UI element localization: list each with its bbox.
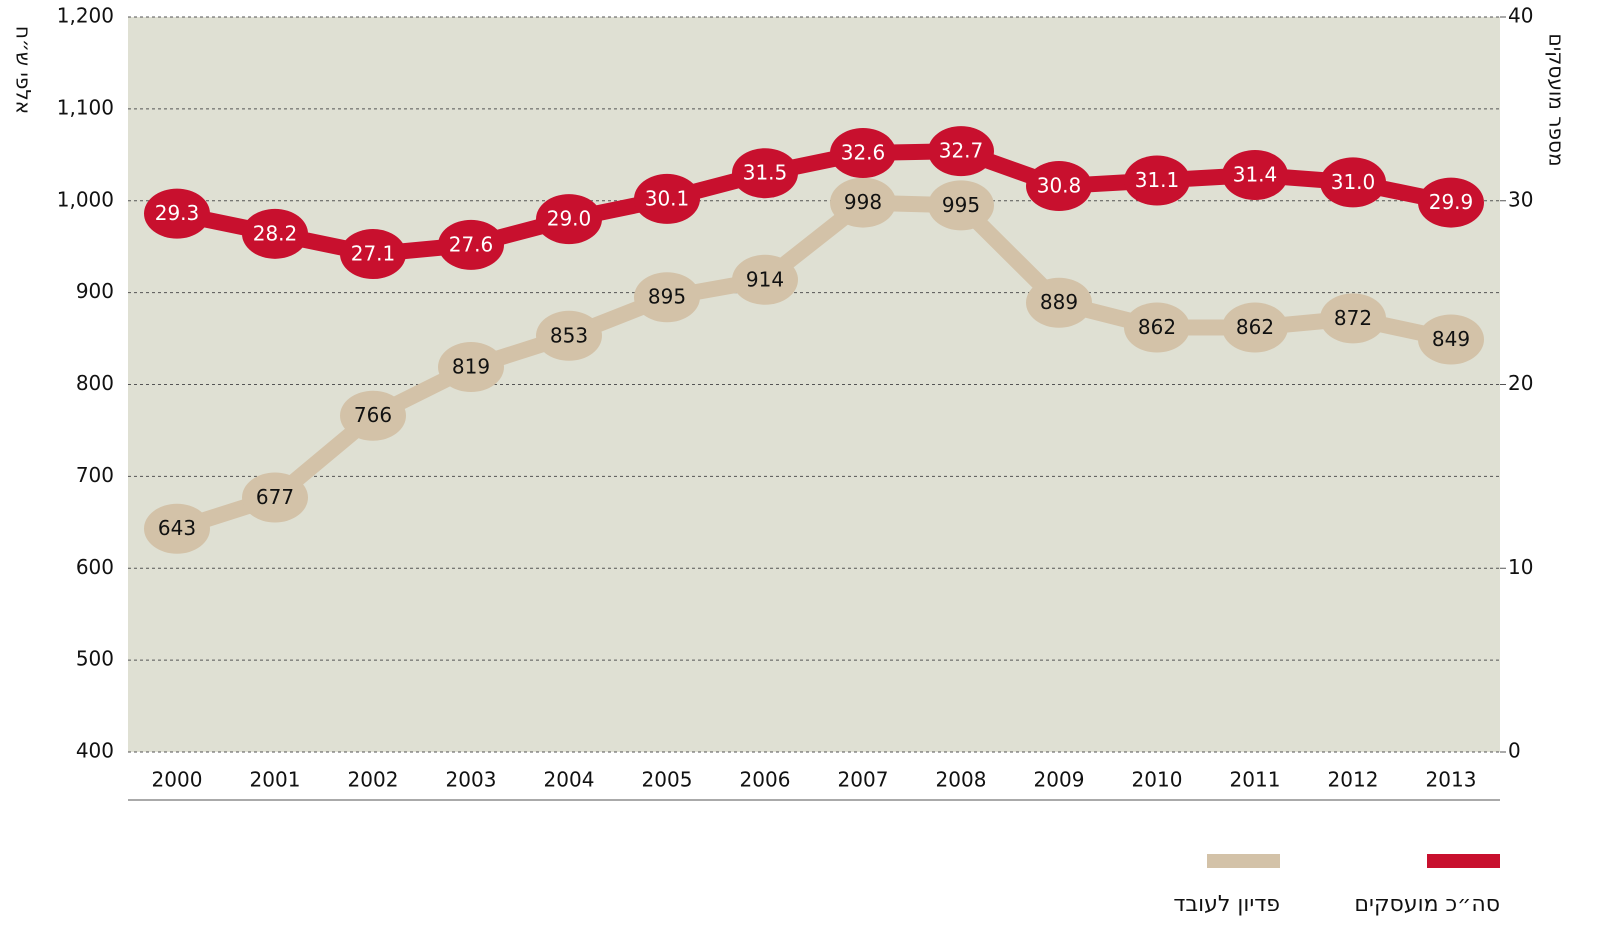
data-label: 31.0 <box>1331 170 1376 194</box>
data-label: 766 <box>354 403 392 427</box>
point <box>1222 302 1288 353</box>
point <box>830 127 896 178</box>
y-tick-label: 1,200 <box>57 4 114 28</box>
y-tick-label: 900 <box>76 279 114 303</box>
x-tick-label: 2010 <box>1132 768 1183 792</box>
point <box>1026 161 1092 212</box>
point <box>340 390 406 441</box>
data-label: 27.1 <box>351 242 396 266</box>
point <box>1418 177 1484 228</box>
x-tick-label: 2005 <box>642 768 693 792</box>
point <box>1222 150 1288 201</box>
data-label: 29.3 <box>155 201 200 225</box>
y-tick-label: 800 <box>76 371 114 395</box>
data-label: 914 <box>746 267 784 291</box>
data-label: 32.6 <box>841 140 886 164</box>
data-label: 872 <box>1334 306 1372 330</box>
data-label: 31.5 <box>743 161 788 185</box>
data-label: 862 <box>1138 315 1176 339</box>
point <box>928 126 994 177</box>
y2-tick-label: 40 <box>1508 4 1533 28</box>
x-tick-label: 2004 <box>544 768 595 792</box>
data-label: 31.1 <box>1135 168 1180 192</box>
data-label: 862 <box>1236 315 1274 339</box>
x-tick-label: 2002 <box>348 768 399 792</box>
point <box>1320 157 1386 208</box>
data-label: 998 <box>844 190 882 214</box>
data-label: 643 <box>158 516 196 540</box>
y2-tick-label: 20 <box>1508 371 1533 395</box>
legend-label: סה״כ מועסקים <box>1354 892 1500 917</box>
y-tick-label: 1,100 <box>57 95 114 119</box>
point <box>536 310 602 361</box>
point <box>634 272 700 323</box>
data-label: 28.2 <box>253 221 298 245</box>
point <box>1418 314 1484 365</box>
data-label: 31.4 <box>1233 163 1278 187</box>
data-label: 29.0 <box>547 207 592 231</box>
point <box>144 503 210 554</box>
data-label: 30.8 <box>1037 174 1082 198</box>
data-label: 27.6 <box>449 232 494 256</box>
y-tick-label: 600 <box>76 555 114 579</box>
point <box>634 173 700 224</box>
point <box>928 180 994 231</box>
point <box>732 148 798 199</box>
point <box>144 188 210 239</box>
point <box>1026 277 1092 328</box>
x-tick-label: 2011 <box>1230 768 1281 792</box>
x-tick-label: 2000 <box>152 768 203 792</box>
x-tick-label: 2003 <box>446 768 497 792</box>
point <box>438 342 504 393</box>
x-tick-label: 2012 <box>1328 768 1379 792</box>
point <box>732 254 798 305</box>
data-label: 677 <box>256 485 294 509</box>
y-axis-title: אלפי ש״ח <box>12 26 36 114</box>
x-tick-label: 2001 <box>250 768 301 792</box>
data-label: 895 <box>648 285 686 309</box>
y-tick-label: 1,000 <box>57 187 114 211</box>
x-tick-label: 2008 <box>936 768 987 792</box>
y-tick-label: 400 <box>76 739 114 763</box>
y-tick-label: 700 <box>76 463 114 487</box>
x-tick-label: 2006 <box>740 768 791 792</box>
point <box>242 472 308 523</box>
data-label: 29.9 <box>1429 190 1474 214</box>
y2-tick-label: 30 <box>1508 187 1533 211</box>
point <box>536 194 602 245</box>
legend-swatch <box>1427 854 1500 868</box>
point <box>438 219 504 270</box>
data-label: 30.1 <box>645 186 690 210</box>
y2-tick-label: 0 <box>1508 739 1521 763</box>
y-tick-label: 500 <box>76 647 114 671</box>
data-label: 849 <box>1432 327 1470 351</box>
data-label: 819 <box>452 355 490 379</box>
x-tick-label: 2009 <box>1034 768 1085 792</box>
x-tick-label: 2013 <box>1426 768 1477 792</box>
legend-swatch <box>1207 854 1280 868</box>
point <box>830 177 896 228</box>
point <box>1124 155 1190 206</box>
data-label: 995 <box>942 193 980 217</box>
y2-tick-label: 10 <box>1508 555 1533 579</box>
point <box>1320 293 1386 344</box>
point <box>1124 302 1190 353</box>
point <box>340 229 406 280</box>
data-label: 32.7 <box>939 139 984 163</box>
data-label: 889 <box>1040 290 1078 314</box>
y2-axis-title: מספר מועסקים <box>1545 33 1569 166</box>
data-label: 853 <box>550 323 588 347</box>
x-tick-label: 2007 <box>838 768 889 792</box>
legend-label: פדיון לעובד <box>1173 892 1280 917</box>
point <box>242 208 308 259</box>
